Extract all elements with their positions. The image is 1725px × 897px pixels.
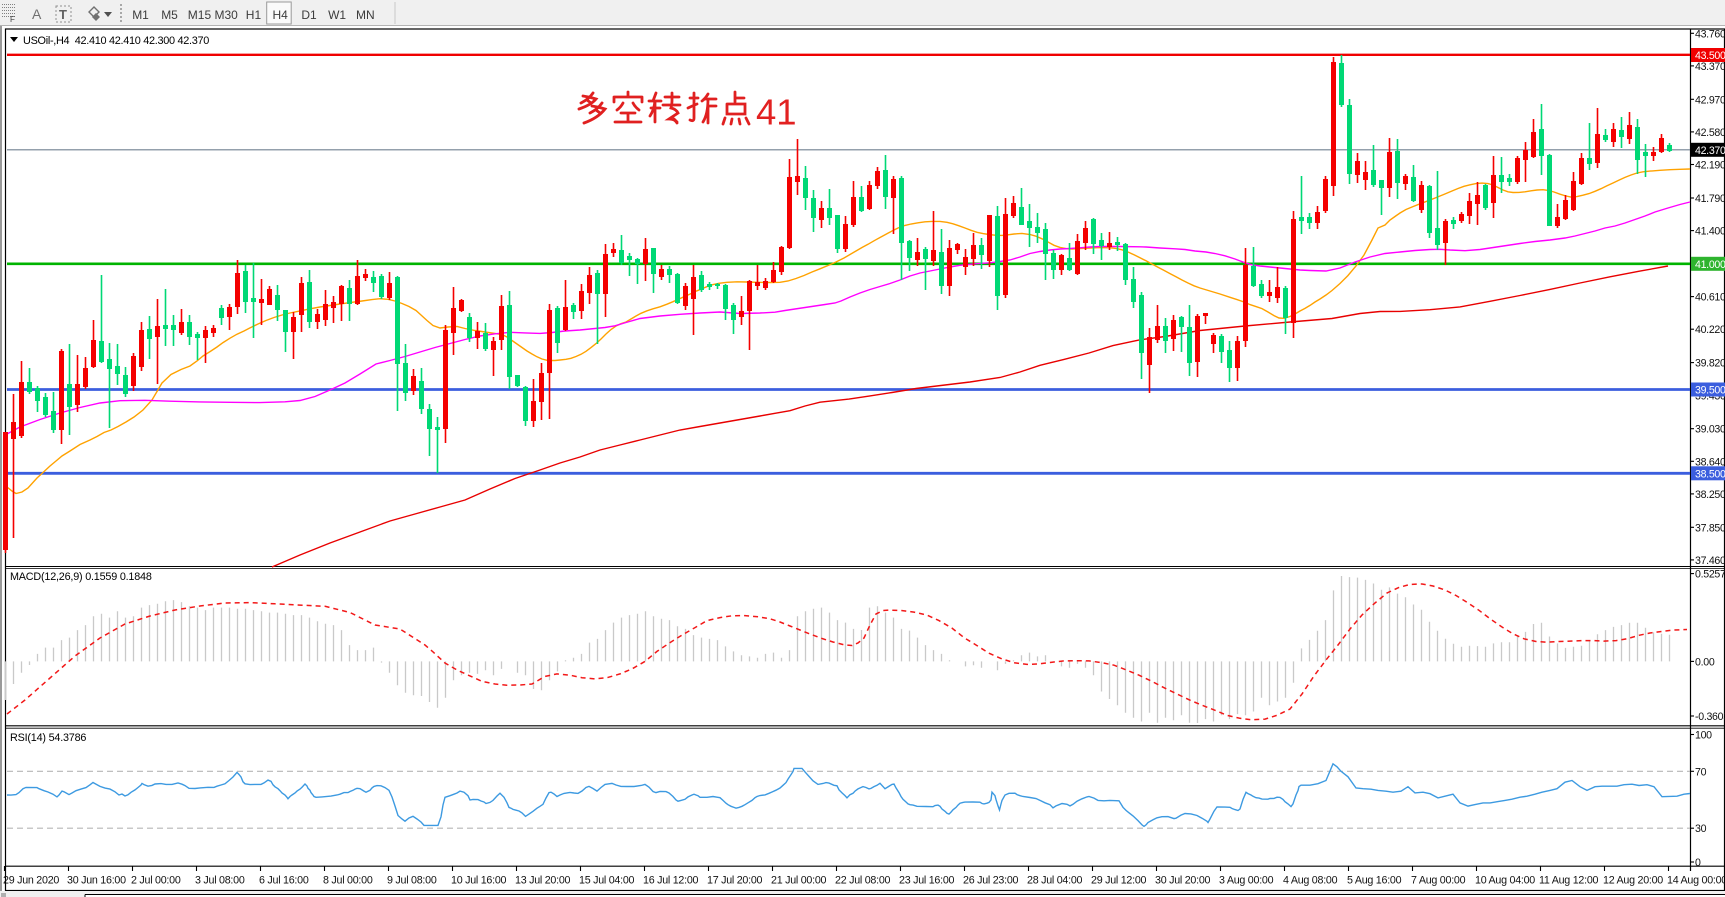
svg-text:37.850: 37.850: [1695, 522, 1725, 534]
svg-text:2 Jul 00:00: 2 Jul 00:00: [131, 875, 181, 887]
svg-text:28 Jul 04:00: 28 Jul 04:00: [1027, 875, 1083, 887]
svg-text:0: 0: [1695, 857, 1701, 869]
svg-text:39.030: 39.030: [1695, 424, 1725, 436]
svg-text:13 Jul 20:00: 13 Jul 20:00: [515, 875, 571, 887]
svg-text:29 Jun 2020: 29 Jun 2020: [3, 875, 59, 887]
svg-text:38.250: 38.250: [1695, 489, 1725, 501]
svg-text:5 Aug 16:00: 5 Aug 16:00: [1347, 875, 1402, 887]
svg-text:W1: W1: [328, 8, 346, 22]
svg-text:21 Jul 00:00: 21 Jul 00:00: [771, 875, 827, 887]
svg-text:12 Aug 20:00: 12 Aug 20:00: [1603, 875, 1663, 887]
svg-text:9 Jul 08:00: 9 Jul 08:00: [387, 875, 437, 887]
svg-text:6 Jul 16:00: 6 Jul 16:00: [259, 875, 309, 887]
svg-text:M30: M30: [215, 8, 239, 22]
svg-text:42.970: 42.970: [1695, 94, 1725, 106]
svg-text:100: 100: [1695, 730, 1712, 742]
svg-text:42.190: 42.190: [1695, 160, 1725, 172]
svg-text:30 Jun 16:00: 30 Jun 16:00: [67, 875, 126, 887]
svg-text:A: A: [32, 6, 42, 22]
svg-text:38.500: 38.500: [1695, 469, 1725, 481]
svg-text:15 Jul 04:00: 15 Jul 04:00: [579, 875, 635, 887]
svg-text:10 Aug 04:00: 10 Aug 04:00: [1475, 875, 1535, 887]
svg-text:F: F: [10, 15, 15, 24]
svg-text:38.640: 38.640: [1695, 456, 1725, 468]
svg-text:26 Jul 23:00: 26 Jul 23:00: [963, 875, 1019, 887]
svg-text:14 Aug 00:00: 14 Aug 00:00: [1667, 875, 1725, 887]
svg-text:70: 70: [1695, 766, 1707, 778]
svg-text:43.760: 43.760: [1695, 28, 1725, 40]
svg-text:17 Jul 20:00: 17 Jul 20:00: [707, 875, 763, 887]
svg-text:0.5257: 0.5257: [1695, 569, 1725, 581]
svg-text:MACD(12,26,9) 0.1559 0.1848: MACD(12,26,9) 0.1559 0.1848: [10, 571, 152, 583]
svg-text:42.370: 42.370: [1695, 145, 1725, 157]
svg-text:M1: M1: [132, 8, 149, 22]
svg-text:M5: M5: [161, 8, 178, 22]
svg-text:41.000: 41.000: [1695, 259, 1725, 271]
svg-text:43.370: 43.370: [1695, 61, 1725, 73]
svg-text:D1: D1: [301, 8, 317, 22]
svg-text:10 Jul 16:00: 10 Jul 16:00: [451, 875, 507, 887]
svg-text:4 Aug 08:00: 4 Aug 08:00: [1283, 875, 1338, 887]
svg-text:8 Jul 00:00: 8 Jul 00:00: [323, 875, 373, 887]
svg-text:M15: M15: [188, 8, 212, 22]
svg-text:39.500: 39.500: [1695, 385, 1725, 397]
svg-text:H4: H4: [273, 8, 289, 22]
svg-text:42.580: 42.580: [1695, 127, 1725, 139]
svg-text:23 Jul 16:00: 23 Jul 16:00: [899, 875, 955, 887]
svg-text:USOil-,H4 42.410 42.410 42.30: USOil-,H4 42.410 42.410 42.300 42.370: [23, 35, 209, 47]
svg-text:3 Jul 08:00: 3 Jul 08:00: [195, 875, 245, 887]
svg-text:37.460: 37.460: [1695, 555, 1725, 567]
svg-text:41.400: 41.400: [1695, 226, 1725, 238]
svg-text:-0.3603: -0.3603: [1695, 711, 1725, 723]
svg-text:30: 30: [1695, 823, 1707, 835]
svg-text:40.610: 40.610: [1695, 292, 1725, 304]
svg-text:11 Aug 12:00: 11 Aug 12:00: [1539, 875, 1599, 887]
svg-text:T: T: [59, 7, 67, 22]
svg-text:30 Jul 20:00: 30 Jul 20:00: [1155, 875, 1211, 887]
svg-text:16 Jul 12:00: 16 Jul 12:00: [643, 875, 699, 887]
svg-text:43.500: 43.500: [1695, 50, 1725, 62]
svg-text:RSI(14) 54.3786: RSI(14) 54.3786: [10, 732, 86, 744]
svg-text:MN: MN: [356, 8, 375, 22]
svg-text:41.790: 41.790: [1695, 193, 1725, 205]
svg-text:29 Jul 12:00: 29 Jul 12:00: [1091, 875, 1147, 887]
svg-text:7 Aug 00:00: 7 Aug 00:00: [1411, 875, 1466, 887]
svg-text:0.00: 0.00: [1695, 656, 1715, 668]
svg-text:39.820: 39.820: [1695, 358, 1725, 370]
svg-text:22 Jul 08:00: 22 Jul 08:00: [835, 875, 891, 887]
svg-text:H1: H1: [246, 8, 262, 22]
svg-text:3 Aug 00:00: 3 Aug 00:00: [1219, 875, 1274, 887]
svg-text:40.220: 40.220: [1695, 324, 1725, 336]
svg-text:41: 41: [756, 92, 797, 133]
